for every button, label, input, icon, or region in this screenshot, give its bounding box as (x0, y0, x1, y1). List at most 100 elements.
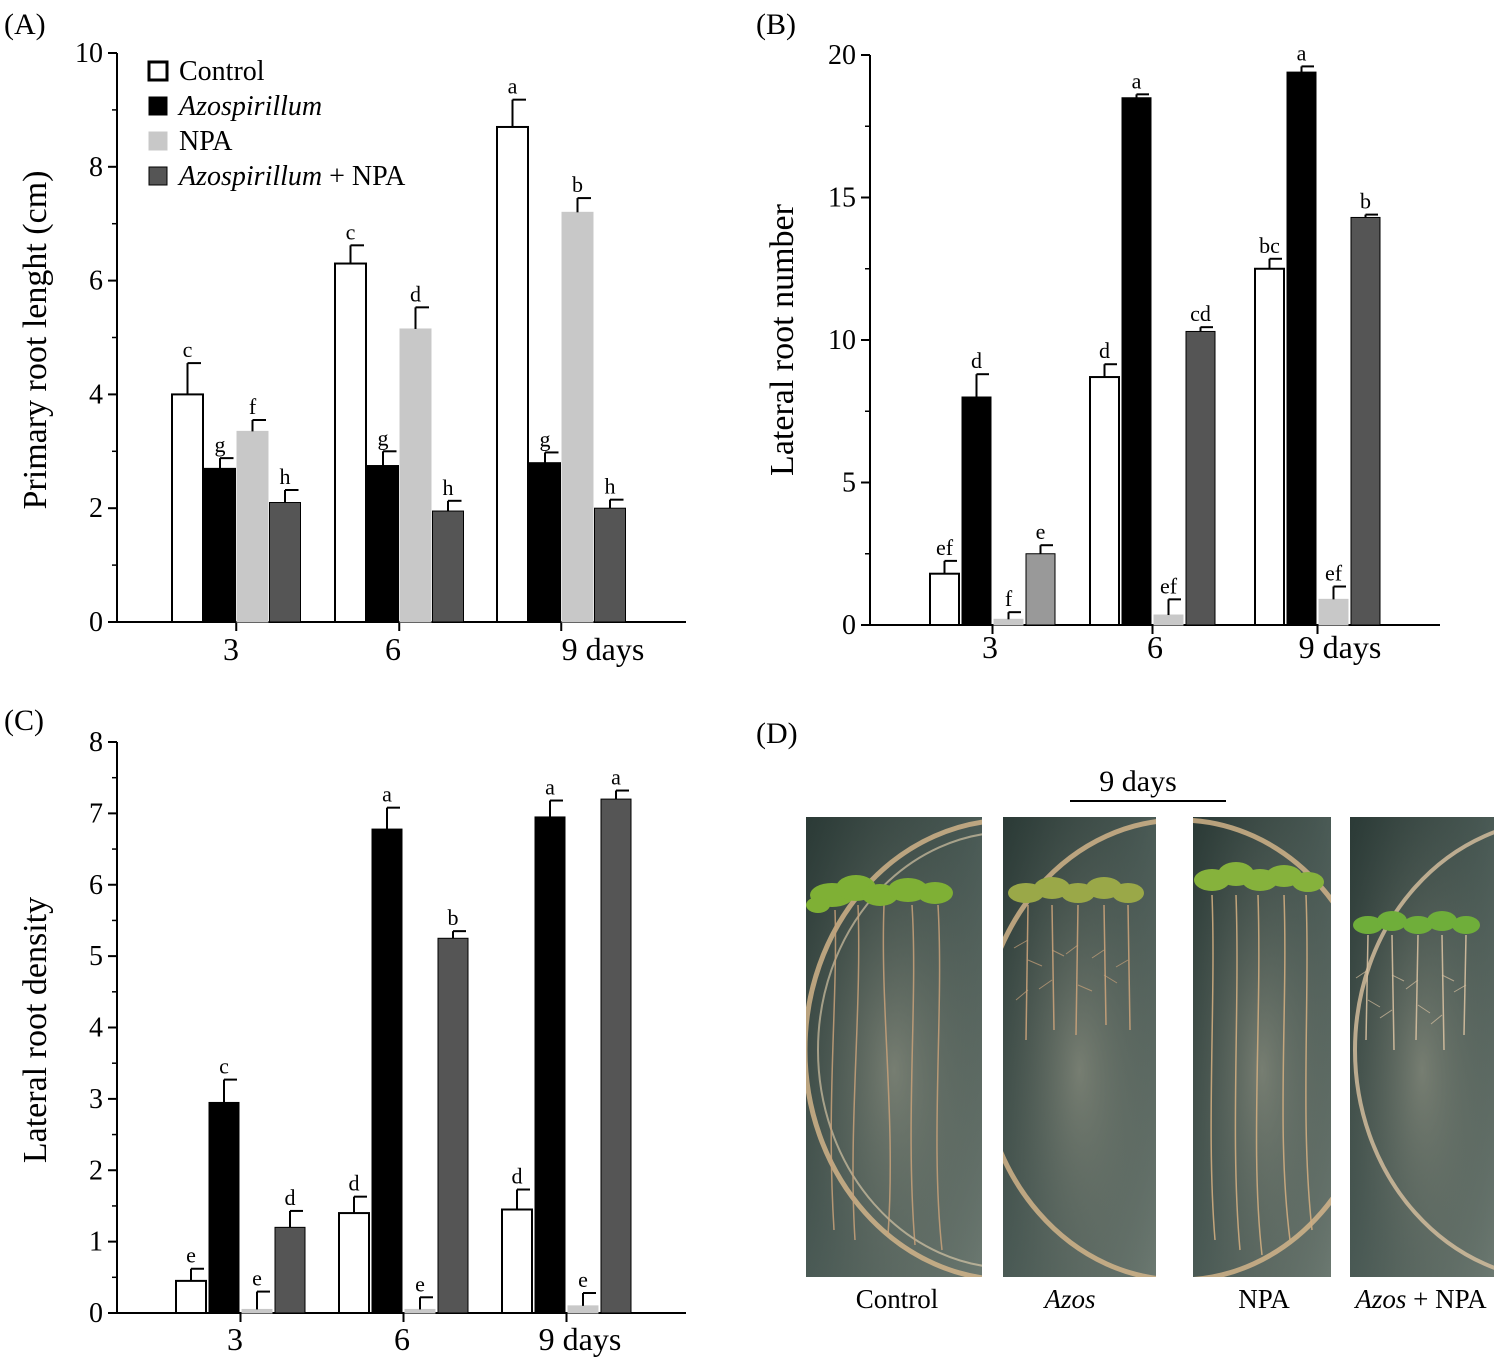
significance-letter: g (378, 425, 389, 450)
significance-letter: e (186, 1243, 196, 1268)
x-tick-label: 3 (227, 1321, 243, 1357)
significance-letter: b (1360, 189, 1371, 214)
bar-npa (561, 211, 594, 623)
caption-control: Control (856, 1284, 939, 1314)
bar-npa (567, 1305, 599, 1314)
y-tick-label: 8 (89, 152, 103, 183)
significance-letter: e (1036, 519, 1046, 544)
bar-azos-npa (432, 510, 464, 623)
significance-letter: bc (1259, 233, 1280, 258)
y-axis-label: Lateral root density (17, 897, 54, 1163)
y-tick-label: 4 (89, 379, 103, 410)
y-tick-label: 1 (89, 1227, 103, 1258)
bar-azospirillum (367, 465, 399, 623)
panel-label-c: (C) (4, 704, 44, 737)
y-tick-label: 3 (89, 1084, 103, 1115)
bar-azos-npa (1185, 330, 1216, 626)
bar-control (929, 572, 960, 627)
bar-azos-npa (274, 1226, 306, 1314)
bar-azos-npa (437, 937, 469, 1314)
significance-letter: g (540, 426, 551, 451)
bar-npa (993, 618, 1024, 626)
x-tick-label: 9 days (562, 631, 645, 667)
bar-npa (399, 328, 432, 623)
significance-letter: d (971, 348, 982, 373)
bar-azospirillum (961, 396, 992, 626)
bar-azos-npa (1025, 553, 1056, 626)
bar-azos-npa (269, 502, 301, 623)
panel-d-photos: 9 days (806, 765, 1494, 1314)
y-axis-label: Primary root lenght (cm) (17, 171, 54, 510)
bar-azospirillum (534, 816, 566, 1314)
y-tick-label: 7 (89, 798, 103, 829)
bar-control (338, 1212, 370, 1314)
x-tick-label: 9 days (539, 1321, 622, 1357)
bar-npa (1318, 598, 1349, 626)
chart-lateral-root-density: 0 1 2 3 4 5 6 7 8 Lateral root density 3 6 9 days e d d… (17, 727, 686, 1357)
significance-letter: ef (1325, 561, 1343, 586)
caption-azos: Azos (1042, 1284, 1095, 1314)
significance-letter: a (1132, 68, 1142, 93)
x-tick-label: 6 (394, 1321, 410, 1357)
significance-letter: d (349, 1171, 360, 1196)
bar-npa (241, 1308, 273, 1314)
photo-control (806, 817, 982, 1277)
x-tick-label: 9 days (1299, 629, 1382, 665)
y-tick-label: 0 (842, 610, 856, 641)
significance-letter: a (508, 74, 518, 99)
significance-letter: f (249, 394, 257, 419)
y-tick-label: 2 (89, 493, 103, 524)
significance-letter: g (215, 432, 226, 457)
bar-azos-npa (600, 798, 632, 1314)
y-tick-label: 5 (842, 468, 856, 499)
x-tick-label: 3 (223, 631, 239, 667)
significance-letter: d (1099, 338, 1110, 363)
y-tick-label: 8 (89, 727, 103, 758)
photo-npa (1193, 817, 1331, 1277)
y-tick-label: 15 (828, 183, 856, 214)
bar-npa (404, 1308, 436, 1314)
legend-label-control: Control (179, 56, 265, 87)
y-tick-label: 6 (89, 266, 103, 297)
y-tick-label: 5 (89, 941, 103, 972)
x-tick-label: 3 (982, 629, 998, 665)
bar-control (501, 1208, 533, 1314)
bar-npa (236, 430, 269, 623)
y-tick-label: 2 (89, 1155, 103, 1186)
bar-azospirillum (1286, 71, 1317, 626)
significance-letter: e (252, 1266, 262, 1291)
significance-letter: h (443, 475, 454, 500)
panel-label-b: (B) (756, 8, 796, 41)
legend-label-npa: NPA (179, 126, 233, 157)
x-tick-label: 6 (385, 631, 401, 667)
legend-swatch-npa (148, 131, 168, 151)
y-tick-label: 0 (89, 607, 103, 638)
y-tick-label: 4 (89, 1013, 103, 1044)
significance-letter: d (512, 1164, 523, 1189)
significance-letter: a (611, 765, 621, 790)
bar-control (1254, 267, 1285, 626)
bar-control (334, 262, 367, 623)
y-tick-label: 0 (89, 1298, 103, 1329)
bar-control (175, 1279, 207, 1314)
significance-letter: e (415, 1271, 425, 1296)
bar-control (1089, 376, 1120, 626)
significance-letter: d (285, 1185, 296, 1210)
legend-label-azos-npa: Azospirillum + NPA (177, 161, 406, 192)
legend-swatch-azospirillum (148, 96, 168, 116)
legend-swatch-azos-npa (148, 166, 168, 186)
significance-letter: b (448, 905, 459, 930)
bar-azospirillum (204, 467, 236, 623)
panel-label-d: (D) (756, 717, 798, 750)
y-tick-label: 6 (89, 870, 103, 901)
significance-letter: e (578, 1267, 588, 1292)
bar-azospirillum (371, 828, 403, 1314)
bar-control (171, 393, 204, 623)
bar-azos-npa (594, 507, 626, 623)
y-tick-label: 10 (75, 38, 103, 69)
caption-npa: NPA (1238, 1284, 1290, 1314)
bar-azospirillum (208, 1101, 240, 1314)
significance-letter: c (183, 337, 193, 362)
